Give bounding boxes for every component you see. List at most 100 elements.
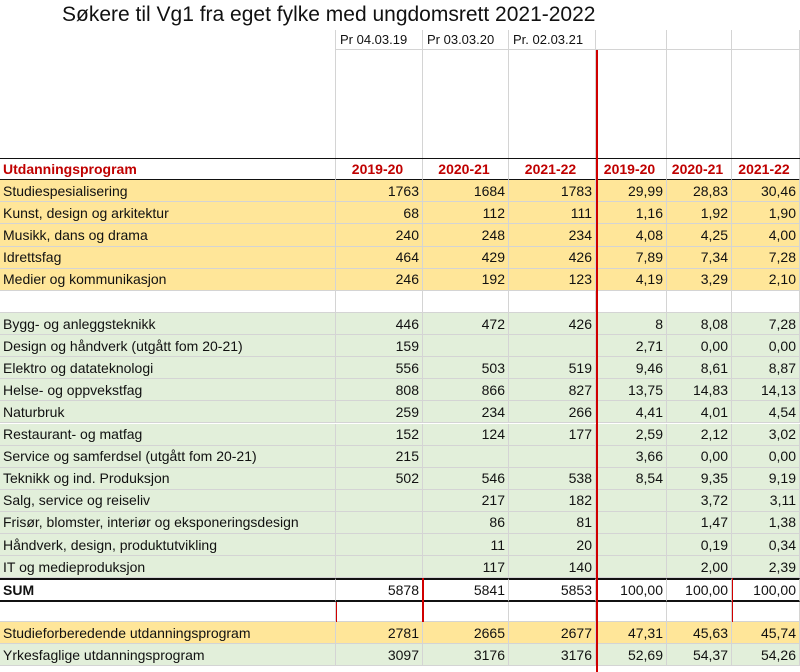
header-year[interactable]: 2019-20 — [336, 159, 423, 181]
program-name[interactable]: Studiespesialisering — [0, 180, 336, 203]
value-cell[interactable]: 112 — [423, 202, 509, 225]
value-cell[interactable]: 2665 — [423, 622, 509, 644]
value-cell[interactable]: 8,08 — [667, 313, 732, 336]
value-cell[interactable]: 54,26 — [732, 644, 800, 666]
value-cell[interactable] — [596, 556, 667, 579]
value-cell[interactable]: 4,41 — [596, 401, 667, 424]
value-cell[interactable]: 8,87 — [732, 357, 800, 380]
cell[interactable] — [0, 30, 336, 50]
value-cell[interactable]: 472 — [423, 313, 509, 336]
value-cell[interactable]: 28,83 — [667, 180, 732, 203]
cell[interactable] — [423, 50, 509, 158]
cell[interactable] — [336, 291, 423, 313]
value-cell[interactable]: 4,25 — [667, 224, 732, 247]
value-cell[interactable] — [596, 511, 667, 534]
value-cell[interactable]: 3,66 — [596, 445, 667, 468]
sum-value[interactable]: 100,00 — [732, 578, 800, 602]
value-cell[interactable]: 538 — [509, 467, 596, 490]
value-cell[interactable]: 3,02 — [732, 423, 800, 446]
value-cell[interactable]: 0,34 — [732, 534, 800, 557]
value-cell[interactable]: 0,00 — [732, 335, 800, 358]
value-cell[interactable]: 29,99 — [596, 180, 667, 203]
date-label[interactable]: Pr 03.03.20 — [423, 30, 509, 50]
program-name[interactable]: Medier og kommunikasjon — [0, 268, 336, 291]
value-cell[interactable] — [596, 534, 667, 557]
value-cell[interactable]: 519 — [509, 357, 596, 380]
cell[interactable] — [667, 602, 732, 622]
value-cell[interactable]: 7,28 — [732, 313, 800, 336]
value-cell[interactable]: 4,54 — [732, 401, 800, 424]
value-cell[interactable]: 266 — [509, 401, 596, 424]
value-cell[interactable]: 217 — [423, 489, 509, 512]
value-cell[interactable]: 3176 — [509, 644, 596, 666]
program-name[interactable]: Frisør, blomster, interiør og eksponerin… — [0, 511, 336, 534]
cell[interactable] — [0, 291, 336, 313]
value-cell[interactable]: 546 — [423, 467, 509, 490]
value-cell[interactable] — [423, 445, 509, 468]
value-cell[interactable]: 86 — [423, 511, 509, 534]
header-year[interactable]: 2019-20 — [596, 159, 667, 181]
value-cell[interactable]: 8 — [596, 313, 667, 336]
value-cell[interactable]: 2781 — [336, 622, 423, 644]
value-cell[interactable]: 3176 — [423, 644, 509, 666]
value-cell[interactable]: 426 — [509, 246, 596, 269]
program-name[interactable]: Yrkesfaglige utdanningsprogram — [0, 644, 336, 666]
sum-value[interactable]: 100,00 — [667, 578, 732, 602]
value-cell[interactable]: 152 — [336, 423, 423, 446]
program-name[interactable]: Idrettsfag — [0, 246, 336, 269]
program-name[interactable]: Salg, service og reiseliv — [0, 489, 336, 512]
value-cell[interactable]: 81 — [509, 511, 596, 534]
sum-label[interactable]: SUM — [0, 578, 336, 602]
value-cell[interactable]: 182 — [509, 489, 596, 512]
program-name[interactable]: Helse- og oppvekstfag — [0, 379, 336, 402]
date-label[interactable]: Pr. 02.03.21 — [509, 30, 596, 50]
header-year[interactable]: 2021-22 — [509, 159, 596, 181]
value-cell[interactable]: 234 — [509, 224, 596, 247]
cell[interactable] — [732, 291, 800, 313]
value-cell[interactable]: 1783 — [509, 180, 596, 203]
cell[interactable] — [0, 602, 336, 622]
value-cell[interactable]: 215 — [336, 445, 423, 468]
value-cell[interactable]: 9,46 — [596, 357, 667, 380]
cell[interactable] — [732, 30, 800, 50]
value-cell[interactable]: 827 — [509, 379, 596, 402]
value-cell[interactable]: 7,89 — [596, 246, 667, 269]
program-name[interactable]: Håndverk, design, produktutvikling — [0, 534, 336, 557]
program-name[interactable]: Naturbruk — [0, 401, 336, 424]
value-cell[interactable]: 248 — [423, 224, 509, 247]
value-cell[interactable]: 808 — [336, 379, 423, 402]
value-cell[interactable]: 0,00 — [732, 445, 800, 468]
sum-value[interactable]: 5853 — [509, 578, 596, 602]
value-cell[interactable]: 7,28 — [732, 246, 800, 269]
value-cell[interactable]: 4,00 — [732, 224, 800, 247]
sum-value[interactable]: 5841 — [423, 578, 509, 602]
value-cell[interactable]: 4,08 — [596, 224, 667, 247]
value-cell[interactable]: 7,34 — [667, 246, 732, 269]
cell[interactable] — [667, 50, 732, 158]
value-cell[interactable]: 159 — [336, 335, 423, 358]
value-cell[interactable]: 192 — [423, 268, 509, 291]
value-cell[interactable]: 240 — [336, 224, 423, 247]
value-cell[interactable]: 1,16 — [596, 202, 667, 225]
value-cell[interactable]: 111 — [509, 202, 596, 225]
header-year[interactable]: 2020-21 — [423, 159, 509, 181]
value-cell[interactable] — [336, 489, 423, 512]
cell[interactable] — [667, 291, 732, 313]
cell[interactable] — [596, 602, 667, 622]
value-cell[interactable]: 0,19 — [667, 534, 732, 557]
value-cell[interactable]: 2,00 — [667, 556, 732, 579]
value-cell[interactable]: 464 — [336, 246, 423, 269]
cell[interactable] — [0, 50, 336, 158]
value-cell[interactable]: 8,54 — [596, 467, 667, 490]
value-cell[interactable] — [423, 335, 509, 358]
value-cell[interactable]: 14,13 — [732, 379, 800, 402]
value-cell[interactable]: 1684 — [423, 180, 509, 203]
program-name[interactable]: Service og samferdsel (utgått fom 20-21) — [0, 445, 336, 468]
value-cell[interactable]: 2,10 — [732, 268, 800, 291]
cell[interactable] — [336, 602, 423, 622]
value-cell[interactable]: 13,75 — [596, 379, 667, 402]
cell[interactable] — [732, 602, 800, 622]
value-cell[interactable]: 54,37 — [667, 644, 732, 666]
cell[interactable] — [596, 291, 667, 313]
value-cell[interactable] — [596, 489, 667, 512]
